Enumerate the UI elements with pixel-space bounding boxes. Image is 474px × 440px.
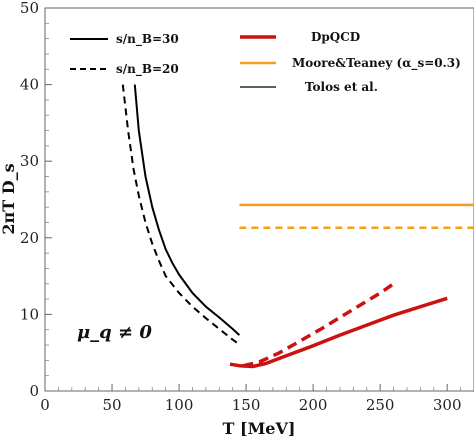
legend-label-dpqcd: DpQCD [311,30,360,44]
legend-label-moore-teaney: Moore&Teaney (α_s=0.3) [292,56,461,71]
x-tick-label: 250 [366,396,395,414]
x-tick-label: 50 [102,396,121,414]
axis-ticks: 0 50 100 150 200 250 300 0 10 20 30 40 50 [20,0,462,414]
series-lines [121,84,474,369]
legend-label-sn30: s/n_B=30 [116,32,179,47]
x-axis-label: T [MeV] [223,419,296,438]
y-tick-label: 10 [20,305,39,323]
y-tick-label: 40 [20,76,39,94]
legend-label-tolos: Tolos et al. [305,80,378,94]
y-tick-label: 20 [20,229,39,247]
series-line [229,296,448,369]
legend-label-sn20: s/n_B=20 [116,62,179,77]
chemical-potential-annotation: μ_q ≠ 0 [77,322,152,343]
series-line [242,282,395,368]
legend-right: DpQCD Moore&Teaney (α_s=0.3) Tolos et al… [240,30,461,94]
series-line [121,84,240,346]
x-tick-label: 200 [299,396,328,414]
legend-left: s/n_B=30 s/n_B=20 [70,32,179,77]
x-tick-label: 300 [433,396,462,414]
x-tick-label: 150 [232,396,261,414]
y-axis-label: 2πT D_s [0,163,18,234]
y-tick-label: 30 [20,152,39,170]
x-tick-label: 100 [165,396,194,414]
series-line [133,84,241,336]
y-tick-label: 0 [29,382,39,400]
y-tick-label: 50 [20,0,39,17]
x-tick-label: 0 [40,396,50,414]
